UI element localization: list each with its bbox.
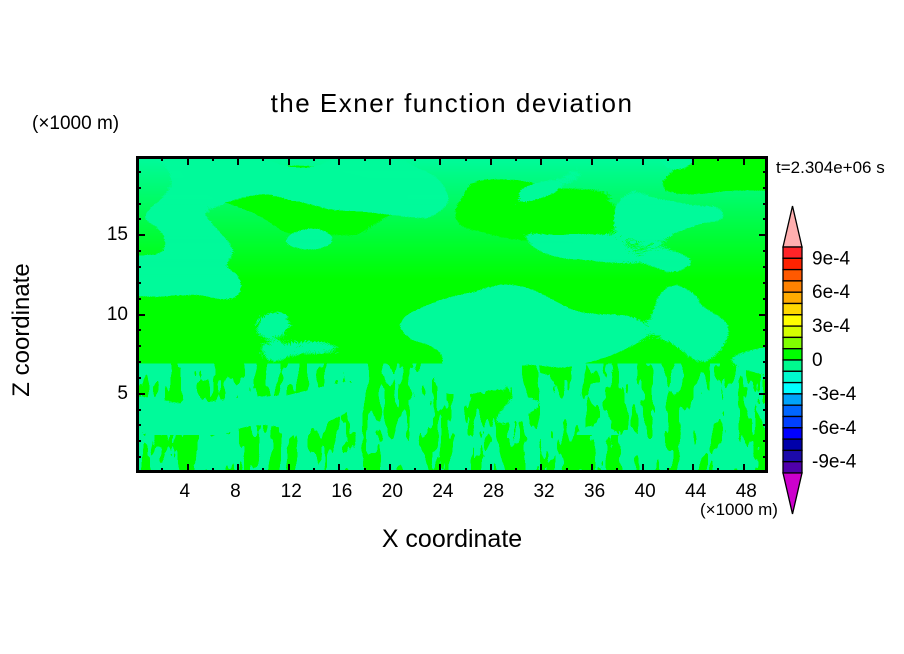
svg-text:6e-4: 6e-4 (812, 282, 850, 303)
svg-text:-3e-4: -3e-4 (812, 384, 857, 405)
svg-text:-9e-4: -9e-4 (812, 452, 857, 473)
svg-text:-6e-4: -6e-4 (812, 418, 857, 439)
svg-text:0: 0 (812, 350, 823, 371)
svg-text:3e-4: 3e-4 (812, 316, 850, 337)
svg-text:9e-4: 9e-4 (812, 248, 850, 269)
